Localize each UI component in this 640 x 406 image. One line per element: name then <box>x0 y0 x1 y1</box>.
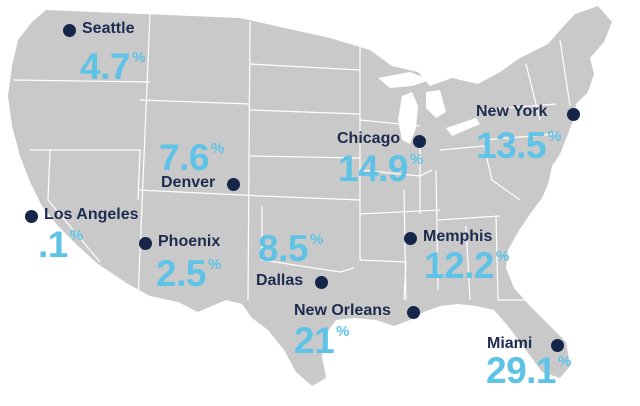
miami-value-number: 29.1 <box>486 350 557 391</box>
memphis-label: Memphis <box>423 228 493 245</box>
memphis-value-unit: % <box>496 248 509 265</box>
chicago-value: 14.9% <box>338 150 423 187</box>
miami-value: 29.1% <box>486 352 571 389</box>
phoenix-value: 2.5% <box>156 255 221 292</box>
new-orleans-value-unit: % <box>336 323 349 340</box>
dallas-value-number: 8.5 <box>258 228 308 269</box>
los-angeles-label: Los Angeles <box>44 206 139 223</box>
denver-value-unit: % <box>210 140 224 157</box>
los-angeles-marker-icon <box>24 209 38 223</box>
new-york-value-unit: % <box>548 128 561 145</box>
miami-label: Miami <box>487 335 533 352</box>
phoenix-label: Phoenix <box>158 233 221 250</box>
chicago-marker-icon <box>412 134 426 148</box>
denver-marker-icon <box>226 177 240 191</box>
phoenix-marker-icon <box>138 236 152 250</box>
new-york-label: New York <box>476 103 548 120</box>
dallas-value: 8.5% <box>258 230 323 267</box>
miami-marker-icon <box>550 338 564 352</box>
dallas-marker-icon <box>314 275 328 289</box>
new-orleans-value: 21% <box>294 322 349 359</box>
new-orleans-label: New Orleans <box>294 302 391 319</box>
los-angeles-value: .1% <box>38 226 83 263</box>
seattle-value-number: 4.7 <box>80 46 130 87</box>
phoenix-value-unit: % <box>207 256 221 273</box>
denver-value-number: 7.6 <box>159 137 209 178</box>
lake-erie <box>446 118 480 136</box>
memphis-value: 12.2% <box>424 247 509 284</box>
new-york-marker-icon <box>566 107 580 121</box>
seattle-label: Seattle <box>82 20 135 37</box>
miami-value-unit: % <box>558 353 571 370</box>
new-york-value-number: 13.5 <box>476 125 547 166</box>
memphis-value-number: 12.2 <box>424 245 495 286</box>
memphis-marker-icon <box>403 231 417 245</box>
chicago-value-number: 14.9 <box>338 148 409 189</box>
dallas-label: Dallas <box>256 272 304 289</box>
denver-label: Denver <box>161 174 216 191</box>
los-angeles-value-unit: % <box>69 227 83 244</box>
lake-huron <box>426 90 446 118</box>
chicago-value-unit: % <box>410 151 423 168</box>
lake-michigan <box>398 92 418 144</box>
phoenix-value-number: 2.5 <box>156 253 206 294</box>
seattle-value-unit: % <box>131 49 145 66</box>
chicago-label: Chicago <box>337 130 401 147</box>
state-borders <box>13 13 571 301</box>
dallas-value-unit: % <box>309 231 323 248</box>
denver-value: 7.6% <box>159 139 224 176</box>
new-orleans-marker-icon <box>406 305 420 319</box>
lake-superior <box>378 72 430 88</box>
new-york-value: 13.5% <box>476 127 561 164</box>
seattle-value: 4.7% <box>80 48 145 85</box>
los-angeles-value-number: .1 <box>38 224 68 265</box>
seattle-marker-icon <box>62 23 76 37</box>
new-orleans-value-number: 21 <box>294 320 335 361</box>
